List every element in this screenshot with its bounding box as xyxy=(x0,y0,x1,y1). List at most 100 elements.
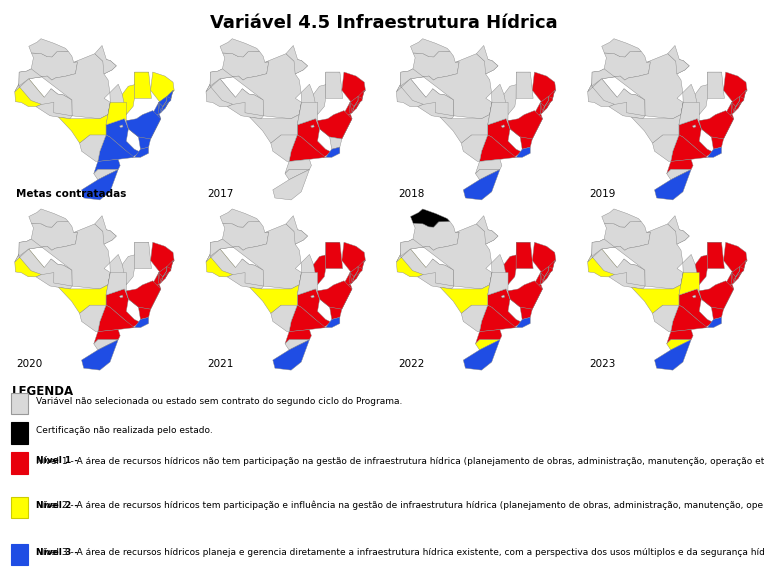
Polygon shape xyxy=(532,242,556,279)
Polygon shape xyxy=(631,272,684,313)
Polygon shape xyxy=(711,307,723,320)
Polygon shape xyxy=(19,224,116,289)
Polygon shape xyxy=(108,84,127,114)
Text: Metas contratadas: Metas contratadas xyxy=(16,189,127,198)
Polygon shape xyxy=(463,170,500,200)
Text: 2020: 2020 xyxy=(16,359,42,369)
Polygon shape xyxy=(541,96,548,113)
Polygon shape xyxy=(699,273,733,309)
Polygon shape xyxy=(679,281,733,328)
Polygon shape xyxy=(350,96,358,113)
Polygon shape xyxy=(354,260,366,279)
Polygon shape xyxy=(342,242,366,279)
Polygon shape xyxy=(161,90,173,113)
Polygon shape xyxy=(106,102,127,125)
Polygon shape xyxy=(588,249,617,277)
Polygon shape xyxy=(297,272,318,295)
Polygon shape xyxy=(488,111,542,158)
Polygon shape xyxy=(502,125,505,128)
Polygon shape xyxy=(462,125,488,162)
Bar xyxy=(12,544,28,565)
Polygon shape xyxy=(541,267,548,283)
Polygon shape xyxy=(711,137,723,149)
Text: Nível 3 - A área de recursos hídricos planeja e gerencia diretamente a infraestr: Nível 3 - A área de recursos hídricos pl… xyxy=(36,548,768,557)
Polygon shape xyxy=(273,170,310,200)
Text: 2017: 2017 xyxy=(207,189,233,198)
Polygon shape xyxy=(396,51,459,116)
Polygon shape xyxy=(723,72,747,108)
Polygon shape xyxy=(736,90,747,108)
Polygon shape xyxy=(695,242,722,284)
Polygon shape xyxy=(723,242,747,279)
Polygon shape xyxy=(693,125,696,128)
Polygon shape xyxy=(326,147,339,158)
Polygon shape xyxy=(94,340,118,350)
Polygon shape xyxy=(475,170,500,179)
Polygon shape xyxy=(695,72,722,114)
Polygon shape xyxy=(163,260,174,279)
Polygon shape xyxy=(679,272,700,295)
Polygon shape xyxy=(159,96,171,107)
Polygon shape xyxy=(271,125,297,162)
Polygon shape xyxy=(271,295,297,332)
Polygon shape xyxy=(476,46,498,74)
Polygon shape xyxy=(106,281,161,328)
Text: Nível 1 - A área de recursos hídricos não tem participação na gestão de infraest: Nível 1 - A área de recursos hídricos nã… xyxy=(36,456,768,466)
Polygon shape xyxy=(733,260,746,283)
Polygon shape xyxy=(440,272,492,313)
Polygon shape xyxy=(667,170,691,179)
Polygon shape xyxy=(311,125,314,128)
Polygon shape xyxy=(151,242,174,279)
Polygon shape xyxy=(250,272,302,313)
Polygon shape xyxy=(733,90,746,113)
Text: 2022: 2022 xyxy=(398,359,424,369)
Polygon shape xyxy=(122,242,149,284)
Polygon shape xyxy=(94,329,120,344)
Polygon shape xyxy=(15,249,45,277)
Polygon shape xyxy=(285,329,311,344)
Polygon shape xyxy=(707,317,721,328)
Polygon shape xyxy=(206,51,269,116)
Bar xyxy=(12,452,28,474)
Text: LEGENDA: LEGENDA xyxy=(12,385,74,398)
Polygon shape xyxy=(19,54,116,119)
Polygon shape xyxy=(707,242,724,269)
Polygon shape xyxy=(36,89,72,119)
Polygon shape xyxy=(350,96,362,107)
Polygon shape xyxy=(120,125,123,128)
Bar xyxy=(12,497,28,518)
Polygon shape xyxy=(352,90,364,113)
Polygon shape xyxy=(654,170,691,200)
Polygon shape xyxy=(159,96,167,113)
Polygon shape xyxy=(588,78,617,107)
Polygon shape xyxy=(98,305,134,332)
Polygon shape xyxy=(94,159,120,174)
Polygon shape xyxy=(476,216,498,244)
Polygon shape xyxy=(475,329,502,344)
Polygon shape xyxy=(159,267,167,283)
Polygon shape xyxy=(285,340,310,350)
Polygon shape xyxy=(151,72,174,108)
Polygon shape xyxy=(286,216,307,244)
Polygon shape xyxy=(654,340,691,370)
Polygon shape xyxy=(516,72,533,99)
Polygon shape xyxy=(667,216,689,244)
Polygon shape xyxy=(206,78,236,107)
Polygon shape xyxy=(326,317,339,328)
Polygon shape xyxy=(602,39,641,57)
Bar xyxy=(12,422,28,444)
Polygon shape xyxy=(396,222,459,286)
Polygon shape xyxy=(326,72,343,99)
Polygon shape xyxy=(679,111,733,158)
Polygon shape xyxy=(340,267,358,291)
Polygon shape xyxy=(488,272,508,295)
Polygon shape xyxy=(490,254,508,284)
Polygon shape xyxy=(122,72,149,114)
Polygon shape xyxy=(475,159,502,174)
Polygon shape xyxy=(313,242,340,284)
Polygon shape xyxy=(289,135,326,162)
Polygon shape xyxy=(159,267,171,277)
Polygon shape xyxy=(681,254,700,284)
Polygon shape xyxy=(329,307,342,320)
Polygon shape xyxy=(313,72,340,114)
